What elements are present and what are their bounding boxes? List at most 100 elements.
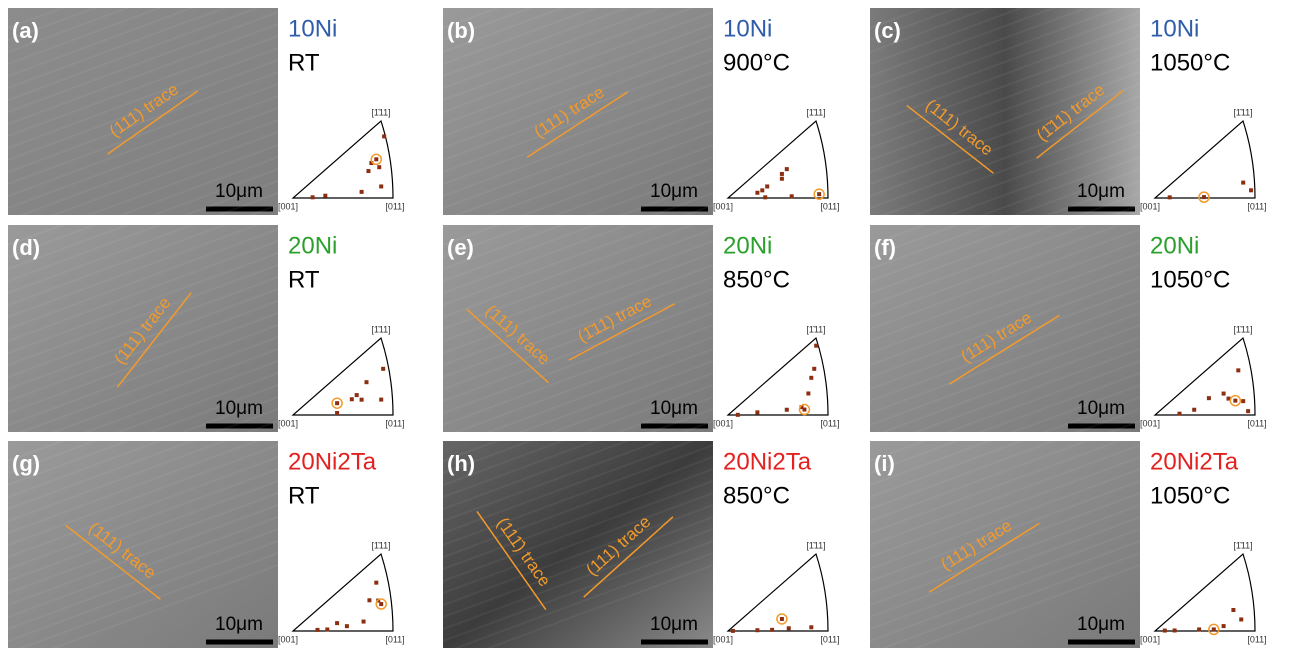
scale-label: 10μm: [1077, 614, 1125, 635]
ipf-point: [780, 177, 784, 181]
ipf-point: [377, 165, 381, 169]
condition: 1050°C: [1150, 266, 1230, 293]
scale-label: 10μm: [215, 398, 263, 419]
ipf-point: [379, 398, 383, 402]
ipf-point: [765, 184, 769, 188]
ipf-point: [374, 157, 378, 161]
scale-label: 10μm: [1077, 398, 1125, 419]
alloy: 20Ni2Ta: [1150, 448, 1239, 475]
ipf-point: [1236, 368, 1240, 372]
ipf-point: [1173, 628, 1177, 632]
ipf-point: [763, 195, 767, 199]
ipf-point: [1241, 181, 1245, 185]
ipf-point: [802, 408, 806, 412]
panel-label: (h): [447, 451, 475, 476]
ipf-outline: [293, 338, 393, 415]
ipf-label: [1̄11]: [1233, 540, 1252, 550]
ipf-point: [780, 617, 784, 621]
condition: 850°C: [723, 482, 790, 509]
ipf-label: [011]: [385, 201, 404, 211]
ipf-label: [1̄11]: [371, 324, 390, 334]
ipf-label: [1̄11]: [1233, 107, 1252, 117]
ipf-point: [335, 411, 339, 415]
panel: (b)(111) trace10μm10Ni900°C[1̄11][001][0…: [443, 0, 840, 232]
alloy: 10Ni: [288, 15, 337, 42]
alloy: 10Ni: [723, 15, 772, 42]
ipf-point: [1202, 195, 1206, 199]
ipf-label: [1̄11]: [806, 107, 825, 117]
ipf-point: [770, 628, 774, 632]
ipf-point: [1163, 629, 1167, 633]
ipf-point: [1246, 409, 1250, 413]
ipf-point: [381, 367, 385, 371]
ipf-point: [1241, 399, 1245, 403]
ipf-point: [366, 169, 370, 173]
figure: (a)(111) trace10μm10NiRT[1̄11][001][011]…: [0, 0, 1291, 652]
ipf-point: [379, 184, 383, 188]
alloy: 10Ni: [1150, 15, 1199, 42]
condition: RT: [288, 482, 320, 509]
ipf-label: [1̄11]: [1233, 324, 1252, 334]
ipf-outline: [1155, 121, 1255, 198]
ipf-point: [1168, 195, 1172, 199]
ipf-point: [755, 191, 759, 195]
ipf-point: [812, 367, 816, 371]
ipf-label: [001]: [713, 634, 733, 644]
ipf-point: [360, 398, 364, 402]
ipf-label: [1̄11]: [806, 540, 825, 550]
ipf-point: [760, 188, 764, 192]
ipf-point: [755, 628, 759, 632]
condition: RT: [288, 266, 320, 293]
ipf-point: [736, 413, 740, 417]
ipf-point: [323, 194, 327, 198]
ipf-point: [780, 172, 784, 176]
ipf-label: [011]: [385, 634, 404, 644]
ipf-label: [001]: [1140, 634, 1160, 644]
ipf-label: [011]: [820, 634, 839, 644]
ipf-point: [817, 192, 821, 196]
ipf-point: [1192, 408, 1196, 412]
ipf-label: [001]: [713, 418, 733, 428]
ipf-label: [001]: [713, 201, 733, 211]
alloy: 20Ni: [288, 232, 337, 259]
ipf-point: [362, 620, 366, 624]
ipf-label: [011]: [820, 418, 839, 428]
ipf-label: [001]: [278, 201, 298, 211]
ipf-point: [382, 134, 386, 138]
panel-label: (c): [874, 18, 901, 43]
scale-label: 10μm: [215, 614, 263, 635]
panel-label: (g): [12, 451, 40, 476]
ipf-label: [1̄11]: [806, 324, 825, 334]
ipf-point: [311, 195, 315, 199]
ipf-outline: [728, 121, 828, 198]
ipf-point: [809, 625, 813, 629]
ipf-point: [374, 581, 378, 585]
ipf-point: [1197, 627, 1201, 631]
ipf-point: [365, 380, 369, 384]
ipf-point: [345, 624, 349, 628]
ipf-point: [806, 391, 810, 395]
panel-label: (e): [447, 235, 474, 260]
ipf-point: [785, 408, 789, 412]
ipf-label: [011]: [1247, 418, 1266, 428]
panel-label: (f): [874, 235, 896, 260]
ipf-label: [011]: [385, 418, 404, 428]
panel: (c)(111) trace(1̄11) trace10μm10Ni1050°C…: [870, 0, 1267, 232]
ipf-point: [355, 393, 359, 397]
scale-label: 10μm: [650, 398, 698, 419]
ipf-point: [360, 190, 364, 194]
ipf-point: [785, 167, 789, 171]
ipf-point: [1233, 399, 1237, 403]
ipf-point: [1207, 396, 1211, 400]
ipf-point: [790, 194, 794, 198]
ipf-point: [731, 629, 735, 633]
panel-label: (a): [12, 18, 39, 43]
panel-label: (d): [12, 235, 40, 260]
ipf-point: [1231, 608, 1235, 612]
alloy: 20Ni2Ta: [288, 448, 377, 475]
alloy: 20Ni2Ta: [723, 448, 812, 475]
ipf-label: [001]: [1140, 201, 1160, 211]
condition: 850°C: [723, 266, 790, 293]
ipf-point: [367, 598, 371, 602]
ipf-point: [809, 376, 813, 380]
